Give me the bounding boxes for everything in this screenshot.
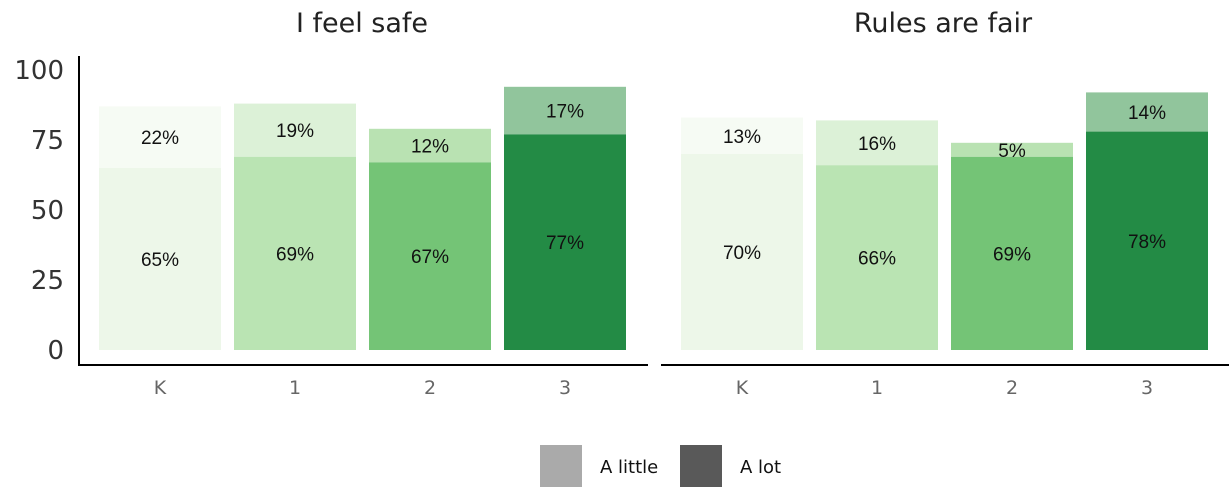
data-label-a-lot: 65% bbox=[141, 250, 179, 271]
y-tick-label: 75 bbox=[31, 126, 64, 156]
legend-label: A little bbox=[600, 457, 658, 478]
data-label-a-lot: 67% bbox=[411, 247, 449, 268]
y-tick-label: 25 bbox=[31, 266, 64, 296]
x-tick-label: 2 bbox=[1006, 377, 1018, 399]
data-label-a-lot: 70% bbox=[723, 243, 761, 264]
data-label-a-lot: 69% bbox=[993, 244, 1031, 265]
data-label-a-lot: 77% bbox=[546, 233, 584, 254]
bar-a-little bbox=[951, 142, 1073, 157]
y-tick-label: 50 bbox=[31, 196, 64, 226]
bar-a-little bbox=[681, 117, 803, 154]
bar-a-lot bbox=[1086, 131, 1208, 350]
bar-a-lot bbox=[369, 162, 491, 350]
legend: A little A lot bbox=[540, 445, 781, 487]
bar-a-lot bbox=[99, 168, 221, 350]
data-label-a-little: 13% bbox=[723, 127, 761, 148]
data-label-a-lot: 78% bbox=[1128, 232, 1166, 253]
x-tick-label: K bbox=[154, 377, 167, 399]
legend-swatch bbox=[680, 445, 722, 487]
chart-title-fair: Rules are fair bbox=[854, 8, 1033, 39]
data-label-a-little: 22% bbox=[141, 128, 179, 149]
bar-a-lot bbox=[951, 156, 1073, 350]
x-tick-label: 2 bbox=[424, 377, 436, 399]
data-label-a-little: 12% bbox=[411, 137, 449, 158]
bar-a-lot bbox=[681, 154, 803, 350]
bar-a-little bbox=[99, 106, 221, 168]
bar-a-lot bbox=[234, 156, 356, 350]
bar-a-little bbox=[816, 120, 938, 166]
x-tick-label: 1 bbox=[871, 377, 883, 399]
data-label-a-little: 14% bbox=[1128, 103, 1166, 124]
chart-panel-safe: I feel safe 0 25 50 75 100 65% 22% K 69% 19% 1 67% 12… bbox=[14, 8, 648, 399]
chart-panel-fair: Rules are fair 70% 13% K 66% 16% 1 69% 5% 2 78% 14%… bbox=[661, 8, 1229, 399]
chart-title-safe: I feel safe bbox=[296, 8, 428, 39]
bar-a-little bbox=[234, 103, 356, 157]
y-tick-label: 0 bbox=[47, 336, 64, 366]
bar-a-lot bbox=[816, 165, 938, 350]
x-tick-label: 1 bbox=[289, 377, 301, 399]
data-label-a-little: 19% bbox=[276, 121, 314, 142]
bar-a-lot bbox=[504, 134, 626, 350]
legend-label: A lot bbox=[740, 457, 781, 478]
data-label-a-little: 5% bbox=[998, 141, 1026, 162]
data-label-a-lot: 69% bbox=[276, 244, 314, 265]
y-tick-label: 100 bbox=[14, 56, 64, 86]
legend-swatch bbox=[540, 445, 582, 487]
data-label-a-little: 17% bbox=[546, 102, 584, 123]
bar-a-little bbox=[504, 86, 626, 135]
data-label-a-lot: 66% bbox=[858, 249, 896, 270]
bar-a-little bbox=[369, 128, 491, 163]
data-label-a-little: 16% bbox=[858, 134, 896, 155]
bar-a-little bbox=[1086, 92, 1208, 132]
x-tick-label: 3 bbox=[1141, 377, 1153, 399]
x-tick-label: K bbox=[736, 377, 749, 399]
x-tick-label: 3 bbox=[559, 377, 571, 399]
